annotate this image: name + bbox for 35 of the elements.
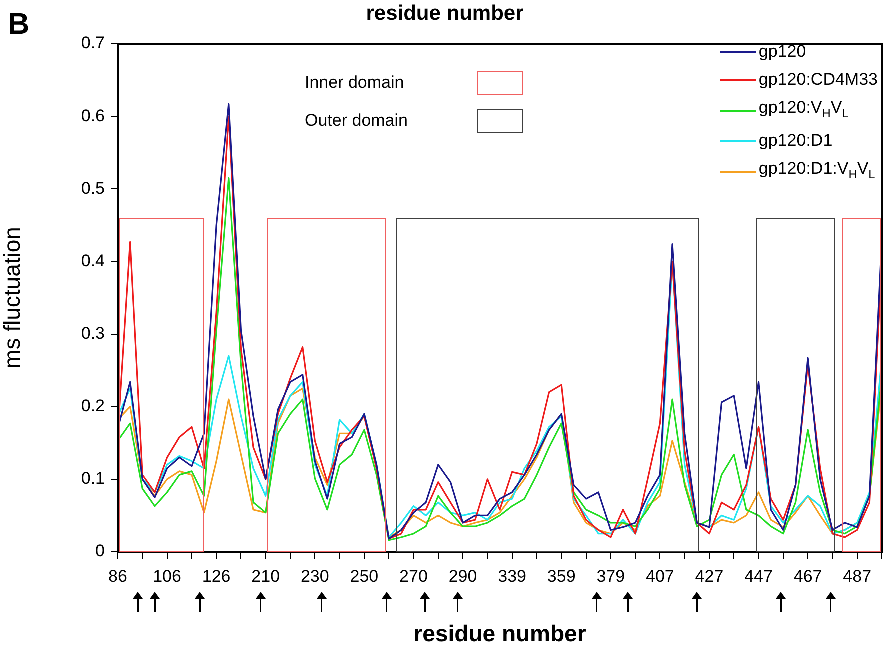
y-tick-label: 0.2 [81, 396, 105, 416]
text: B [8, 8, 30, 42]
x-tick-label: 290 [448, 566, 478, 586]
text: residue number [366, 2, 524, 25]
y-tick-label: 0.1 [81, 469, 105, 488]
legend-label: gp120:D1:V$_{H}$V$_{L}$ [758, 158, 876, 184]
legend-label: gp120 [758, 41, 806, 63]
annotation: Outer domain [305, 110, 409, 132]
x-tick-label: 487 [843, 566, 872, 586]
x-tick-label: 270 [400, 566, 428, 586]
x-tick-label: 427 [695, 566, 724, 586]
y-tick-label: 0.4 [81, 251, 105, 270]
x-tick-label: 447 [744, 566, 773, 586]
x-tick-label: 467 [794, 566, 822, 586]
x-tick-label: 210 [252, 566, 280, 586]
y-tick-label: 0 [96, 542, 105, 561]
x-tick-label: 250 [350, 566, 379, 586]
annotation: Inner domain [305, 72, 406, 94]
legend-label: gp120:CD4M33 [758, 69, 878, 91]
y-tick-label: 0.7 [81, 34, 105, 53]
legend-label: gp120:D1 [758, 130, 833, 152]
x-tick-label: 86 [108, 566, 128, 586]
x-tick-label: 230 [300, 566, 330, 586]
x-tick-label: 359 [547, 566, 576, 586]
y-tick-label: 0.6 [81, 106, 105, 126]
y-tick-label: 0.3 [81, 324, 105, 343]
x-axis-title: residue number [414, 620, 586, 647]
x-tick-label: 407 [646, 566, 674, 586]
x-tick-label: 106 [153, 566, 182, 586]
legend-label: gp120:V$_{H}$V$_{L}$ [758, 97, 849, 122]
y-axis-title: ms fluctuation [0, 227, 26, 369]
y-tick-label: 0.5 [81, 178, 105, 198]
x-tick-label: 126 [202, 566, 231, 586]
x-tick-label: 379 [596, 566, 626, 586]
x-tick-label: 339 [498, 566, 527, 586]
